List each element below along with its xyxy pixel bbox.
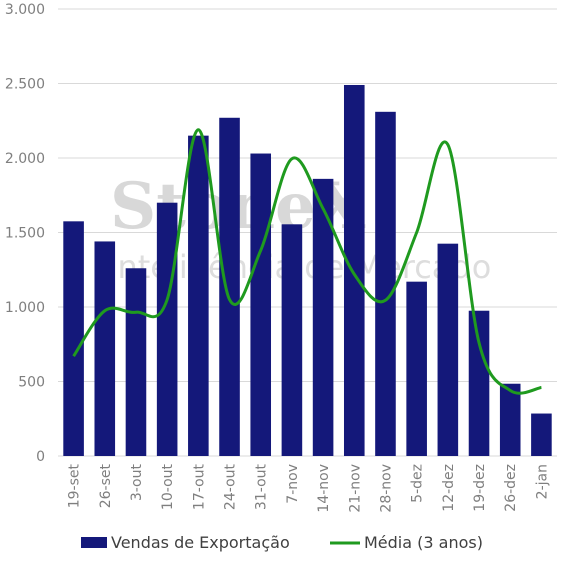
legend-line-label: Média (3 anos) xyxy=(364,533,483,552)
y-tick-label: 500 xyxy=(18,375,45,391)
x-tick-label: 28-nov xyxy=(378,464,394,513)
y-tick-label: 1.500 xyxy=(5,226,45,242)
x-tick-label: 26-set xyxy=(98,463,114,508)
y-tick-label: 2.000 xyxy=(5,151,45,167)
x-tick-label: 3-out xyxy=(129,463,145,501)
legend-bar-swatch xyxy=(81,537,107,548)
bar xyxy=(219,117,240,457)
x-tick-label: 14-nov xyxy=(316,464,332,513)
x-tick-label: 26-dez xyxy=(503,464,519,512)
x-tick-label: 12-dez xyxy=(441,464,457,512)
bar xyxy=(156,202,178,456)
x-tick-label: 19-set xyxy=(67,463,83,508)
x-tick-label: 7-nov xyxy=(285,464,301,504)
bar xyxy=(531,413,552,456)
bar-series xyxy=(63,84,552,457)
bar xyxy=(188,135,209,456)
x-tick-label: 21-nov xyxy=(347,464,363,513)
y-tick-label: 0 xyxy=(36,449,45,465)
x-tick-label: 17-out xyxy=(191,463,207,510)
legend: Vendas de Exportação Média (3 anos) xyxy=(81,533,483,552)
y-tick-label: 3.000 xyxy=(5,2,45,18)
y-tick-label: 2.500 xyxy=(5,77,45,93)
x-tick-label: 2-jan xyxy=(534,464,550,499)
bar xyxy=(94,241,116,456)
bar xyxy=(468,310,490,456)
y-axis-ticks: 0 500 1.000 1.500 2.000 2.500 3.000 xyxy=(5,2,45,465)
x-tick-label: 31-out xyxy=(254,463,270,510)
bar xyxy=(63,221,84,456)
x-tick-label: 24-out xyxy=(223,463,239,510)
line-series xyxy=(72,128,542,395)
bar xyxy=(312,178,334,457)
bar xyxy=(375,111,396,456)
x-tick-label: 10-out xyxy=(160,463,176,510)
x-tick-label: 19-dez xyxy=(472,464,488,512)
bar xyxy=(499,383,521,456)
bar xyxy=(406,281,427,456)
average-line xyxy=(72,128,542,395)
x-axis-ticks: 19-set 26-set 3-out 10-out 17-out 24-out 31-ou… xyxy=(67,463,551,512)
x-tick-label: 5-dez xyxy=(410,464,426,503)
y-tick-label: 1.000 xyxy=(5,300,45,316)
bar xyxy=(125,268,147,456)
bar xyxy=(281,224,303,456)
legend-bar-label: Vendas de Exportação xyxy=(111,533,290,552)
bar xyxy=(250,153,272,456)
bar xyxy=(437,243,459,456)
bar xyxy=(343,84,365,457)
